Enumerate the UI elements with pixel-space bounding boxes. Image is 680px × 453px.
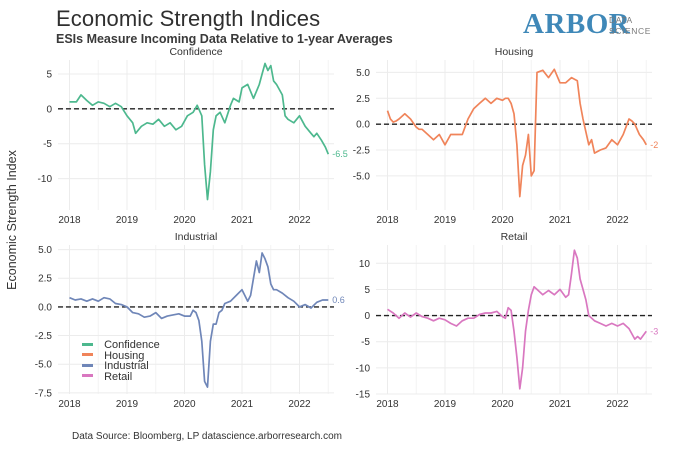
chart-title-confidence: Confidence xyxy=(169,46,222,58)
x-tick-label: 2021 xyxy=(549,399,572,410)
page-title: Economic Strength Indices xyxy=(56,6,321,31)
y-tick-label: 5 xyxy=(46,69,52,80)
page-subtitle: ESIs Measure Incoming Data Relative to 1… xyxy=(56,32,393,46)
series-line-industrial xyxy=(69,252,329,388)
x-tick-label: 2019 xyxy=(116,215,139,226)
chart-title-industrial: Industrial xyxy=(175,231,218,243)
arbor-logo: ARBOR DATA SCIENCE xyxy=(523,8,663,46)
x-tick-label: 2021 xyxy=(231,215,254,226)
y-tick-label: 10 xyxy=(359,259,371,270)
footer-source: Data Source: Bloomberg, LP datascience.a… xyxy=(72,431,342,442)
series-line-housing xyxy=(386,68,648,198)
legend-item-confidence: Confidence xyxy=(82,340,160,351)
end-value-label-retail: -3 xyxy=(650,326,658,336)
logo-subtext-2: SCIENCE xyxy=(609,26,651,36)
y-tick-label: 2.5 xyxy=(38,274,52,285)
y-tick-label: 2.5 xyxy=(356,94,370,105)
x-tick-label: 2021 xyxy=(549,215,572,226)
x-tick-label: 2022 xyxy=(606,399,629,410)
legend-label-industrial: Industrial xyxy=(104,360,149,372)
x-tick-label: 2020 xyxy=(173,215,196,226)
legend-item-retail: Retail xyxy=(82,370,160,383)
x-tick-label: 2021 xyxy=(231,399,254,410)
series-line-confidence xyxy=(69,62,330,201)
logo-subtext-1: DATA xyxy=(609,15,633,25)
y-tick-label: 0.0 xyxy=(356,120,370,131)
y-tick-label: -7.5 xyxy=(35,388,53,399)
y-tick-label: 5 xyxy=(364,285,370,296)
x-tick-label: 2020 xyxy=(491,399,514,410)
legend-swatch-confidence xyxy=(82,342,93,346)
x-tick-label: 2019 xyxy=(434,215,457,226)
x-tick-label: 2022 xyxy=(288,399,311,410)
logo-wordmark: ARBOR xyxy=(523,8,631,40)
legend-swatch-industrial xyxy=(82,363,93,367)
y-tick-label: -5 xyxy=(43,139,52,150)
y-tick-label: -15 xyxy=(356,390,371,401)
x-tick-label: 2022 xyxy=(606,215,629,226)
legend-label-housing: Housing xyxy=(104,349,145,362)
legend-label-confidence: Confidence xyxy=(104,339,160,351)
chart-industrial: Industrial 2018 2019 2020 2021 2022 5.0 2.5 0.0 -… xyxy=(35,231,345,410)
legend-item-industrial: Industrial xyxy=(82,361,160,372)
x-tick-label: 2019 xyxy=(434,399,457,410)
y-tick-label: -5.0 xyxy=(353,171,371,182)
y-tick-label: 5.0 xyxy=(38,245,52,256)
y-tick-label: -2.5 xyxy=(35,331,53,342)
legend-swatch-retail xyxy=(82,374,93,378)
y-tick-label: -10 xyxy=(38,174,53,185)
y-tick-label: 0.0 xyxy=(38,302,52,313)
chart-retail: Retail 2018 2019 2020 2021 2022 10 5 0 -5 -10 -15 -3 xyxy=(356,231,659,410)
y-tick-label: 5.0 xyxy=(356,68,370,79)
chart-housing: Housing 2018 2019 2020 2021 2022 5.0 2.5 0.0 -2.5… xyxy=(353,46,659,226)
legend: Confidence Housing Industrial Retail xyxy=(82,340,160,382)
legend-item-housing: Housing xyxy=(82,349,160,362)
x-tick-label: 2018 xyxy=(376,215,399,226)
chart-confidence: Confidence 2018 2019 2020 2021 2022 5 0 -5 -10 -6.… xyxy=(38,46,348,226)
end-value-label-confidence: -6.5 xyxy=(332,149,348,159)
x-tick-label: 2022 xyxy=(288,215,311,226)
y-tick-label: 0 xyxy=(364,311,370,322)
legend-label-retail: Retail xyxy=(104,370,133,383)
y-tick-label: -2.5 xyxy=(353,146,371,157)
legend-swatch-housing xyxy=(82,353,93,357)
end-value-label-housing: -2 xyxy=(650,140,658,150)
x-tick-label: 2018 xyxy=(376,399,399,410)
y-tick-label: -10 xyxy=(356,363,371,374)
chart-title-retail: Retail xyxy=(501,231,528,243)
y-tick-label: -5 xyxy=(361,337,370,348)
series-line-retail xyxy=(387,249,647,390)
x-tick-label: 2018 xyxy=(58,399,81,410)
y-tick-label: -5.0 xyxy=(35,360,53,371)
x-tick-label: 2018 xyxy=(58,215,81,226)
x-tick-label: 2020 xyxy=(491,215,514,226)
end-value-label-industrial: 0.6 xyxy=(332,295,345,305)
x-tick-label: 2020 xyxy=(173,399,196,410)
chart-title-housing: Housing xyxy=(495,46,534,58)
x-tick-label: 2019 xyxy=(116,399,139,410)
y-tick-label: 0 xyxy=(46,104,52,115)
